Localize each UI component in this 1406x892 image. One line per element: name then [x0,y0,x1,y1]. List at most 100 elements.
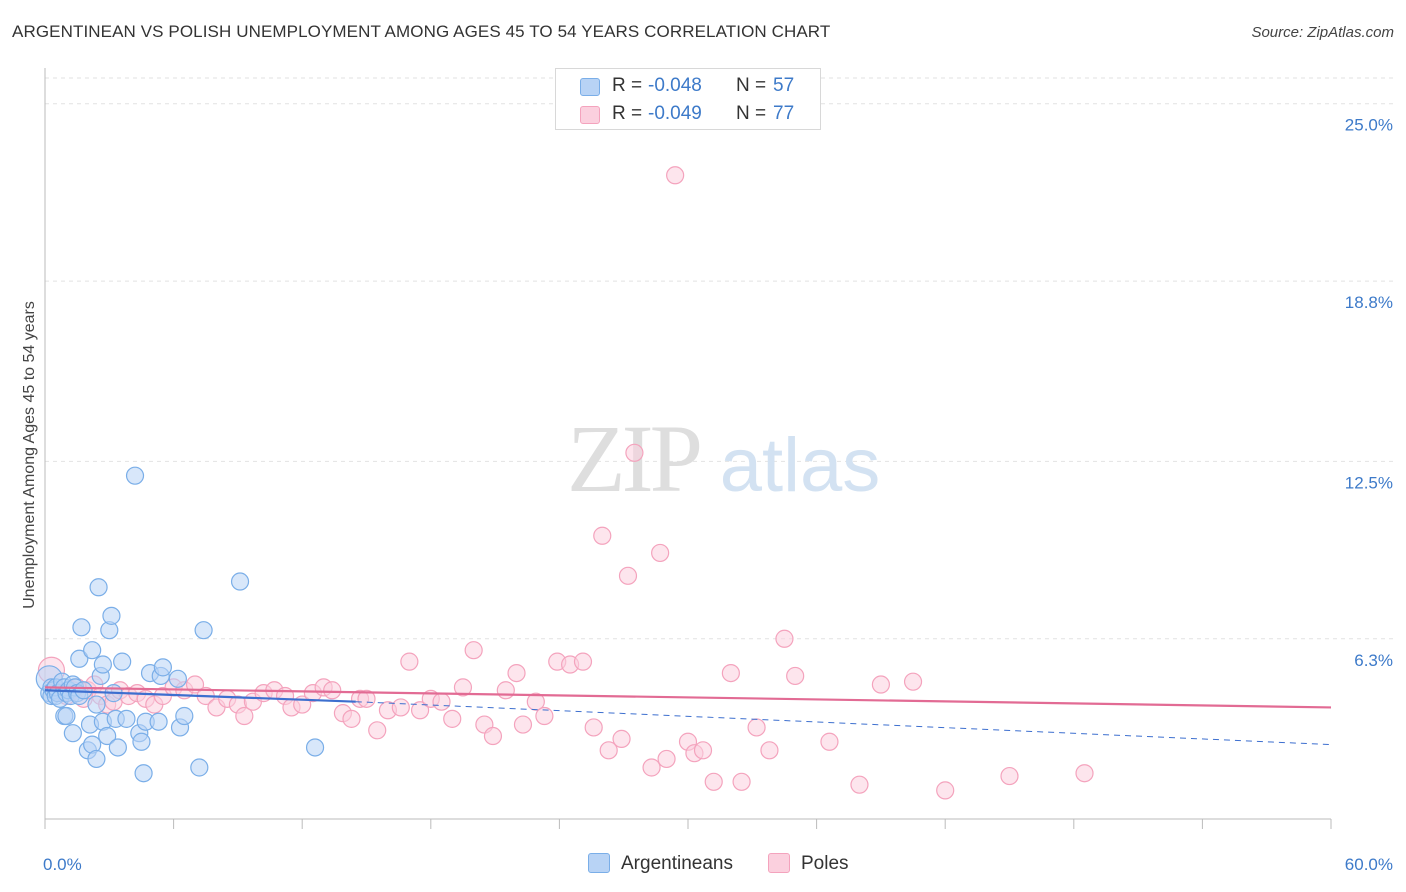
point-poles [820,732,839,751]
trend-layer [44,686,1332,746]
point-poles [612,729,631,748]
point-poles [323,681,342,700]
point-argentineans [125,466,145,485]
point-poles [410,701,430,720]
point-argentineans [89,578,108,597]
legend-row-poles: R = -0.049 N = 77 [556,100,822,128]
point-poles [535,706,554,726]
point-poles [936,781,955,800]
point-argentineans [230,572,250,591]
point-poles [657,749,676,769]
point-argentineans [87,749,106,769]
point-poles [1000,766,1019,786]
grid-layer [45,77,1394,640]
trendline-argentineans-extension [355,701,1332,746]
point-poles [235,706,254,726]
point-argentineans [113,652,132,671]
point-poles [625,443,644,462]
point-poles [775,629,794,648]
y-tick-label: 6.3% [1354,651,1393,670]
point-argentineans [108,738,127,757]
legend-r-label: R = [612,103,643,124]
legend-r-label: R = [612,75,643,96]
point-poles [618,566,638,585]
point-poles [483,726,503,746]
legend-bottom-swatch-argentineans [588,853,610,873]
trendline-poles [44,686,1332,709]
legend-item-argentineans: Argentineans [588,851,748,879]
legend-n-label: N = [736,103,767,124]
point-argentineans [70,649,89,668]
point-poles [721,663,740,683]
point-poles [593,526,612,545]
watermark-atlas: atlas [720,423,881,508]
chart-title: ARGENTINEAN VS POLISH UNEMPLOYMENT AMONG… [12,22,831,41]
point-poles [599,741,618,760]
point-poles [871,675,891,694]
trendline-argentineans [44,689,356,703]
point-argentineans [93,655,112,674]
point-argentineans [194,621,213,640]
point-argentineans [87,695,106,714]
legend-r-value-argentineans: -0.048 [648,75,702,96]
point-argentineans [57,706,76,726]
point-poles [400,652,419,671]
point-argentineans [74,681,93,700]
point-argentineans [149,712,168,731]
point-poles [357,689,376,708]
point-poles [443,709,462,728]
point-poles [903,672,923,691]
point-poles [850,775,869,794]
point-poles [1075,764,1094,783]
point-poles [786,666,805,686]
legend-n-value-poles: 77 [773,103,795,124]
legend-swatch-poles [580,106,600,124]
point-poles [573,652,593,671]
point-poles [584,718,603,737]
point-poles [391,698,410,717]
point-argentineans [72,618,91,637]
legend-bottom-label-argentineans: Argentineans [621,853,733,874]
point-argentineans [83,641,102,660]
point-poles [507,663,526,683]
correlation-legend: R = -0.048 N = 57 R = -0.049 N = 77 [555,68,821,130]
point-argentineans [168,669,187,688]
point-poles [526,692,545,711]
point-argentineans [175,706,194,726]
point-poles [651,543,670,563]
point-argentineans [63,724,82,743]
point-poles [368,721,387,740]
point-poles [747,718,766,737]
y-tick-label: 18.8% [1345,293,1393,312]
y-tick-label: 25.0% [1345,116,1393,135]
point-argentineans [117,709,136,728]
point-argentineans [190,758,209,777]
point-argentineans [305,738,325,757]
point-poles [732,772,751,791]
point-argentineans [132,732,151,751]
points-layer [35,166,1094,800]
legend-row-argentineans: R = -0.048 N = 57 [556,72,822,100]
point-poles [693,741,713,760]
point-argentineans [134,764,153,783]
point-poles [453,678,473,697]
point-poles [496,681,515,700]
legend-n-label: N = [736,75,767,96]
x-tick-label-min: 0.0% [43,855,82,874]
legend-item-poles: Poles [768,851,868,879]
label-layer: 6.3% 12.5% 18.8% 25.0% 0.0% 60.0% [43,116,1393,874]
point-argentineans [153,658,172,677]
point-poles [704,772,723,791]
legend-n-value-argentineans: 57 [773,75,795,96]
point-poles [760,741,779,760]
chart-source: Source: ZipAtlas.com [1251,24,1394,41]
point-poles [342,709,361,728]
point-argentineans [98,726,117,746]
x-tick-label-max: 60.0% [1345,855,1393,874]
legend-swatch-argentineans [580,78,600,96]
point-poles [642,758,661,777]
legend-bottom-swatch-poles [768,853,790,873]
y-tick-label: 12.5% [1345,473,1393,492]
point-argentineans [102,606,121,625]
